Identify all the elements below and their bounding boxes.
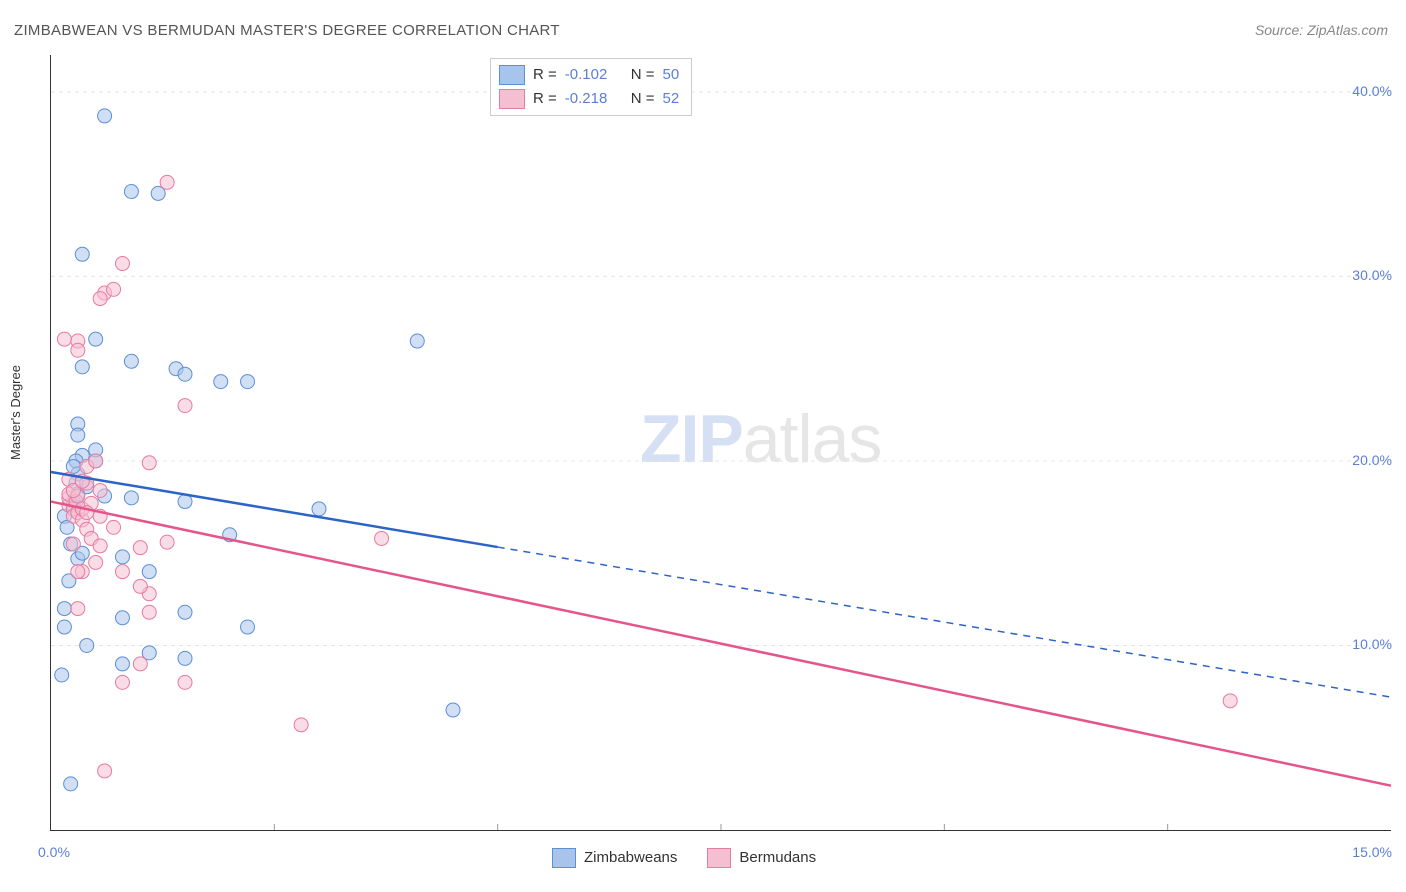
source-label: Source: ZipAtlas.com [1255, 22, 1388, 38]
y-axis-label: Master's Degree [8, 365, 23, 460]
legend-n-label: N = [631, 87, 655, 111]
chart-title: ZIMBABWEAN VS BERMUDAN MASTER'S DEGREE C… [14, 22, 560, 39]
legend-swatch [707, 848, 731, 868]
legend-n-value: 50 [663, 63, 680, 87]
plot-area [50, 55, 1391, 831]
legend-label: Zimbabweans [584, 849, 677, 866]
chart-container: ZIMBABWEAN VS BERMUDAN MASTER'S DEGREE C… [0, 0, 1406, 892]
legend-swatch [552, 848, 576, 868]
legend-row: R = -0.218 N = 52 [499, 87, 679, 111]
legend-item: Bermudans [707, 848, 816, 868]
legend-item: Zimbabweans [552, 848, 677, 868]
legend-r-value: -0.102 [565, 63, 623, 87]
legend-r-label: R = [533, 87, 557, 111]
y-tick-label: 30.0% [1352, 267, 1392, 283]
legend-label: Bermudans [739, 849, 816, 866]
series-legend: Zimbabweans Bermudans [552, 848, 816, 868]
y-tick-label: 20.0% [1352, 452, 1392, 468]
legend-r-value: -0.218 [565, 87, 623, 111]
legend-n-value: 52 [663, 87, 680, 111]
y-tick-label: 10.0% [1352, 636, 1392, 652]
legend-swatch [499, 89, 525, 109]
legend-swatch [499, 65, 525, 85]
legend-n-label: N = [631, 63, 655, 87]
correlation-legend: R = -0.102 N = 50 R = -0.218 N = 52 [490, 58, 692, 116]
legend-r-label: R = [533, 63, 557, 87]
chart-svg [51, 55, 1391, 830]
x-tick-label-left: 0.0% [38, 844, 70, 860]
legend-row: R = -0.102 N = 50 [499, 63, 679, 87]
x-tick-label-right: 15.0% [1352, 844, 1392, 860]
y-tick-label: 40.0% [1352, 83, 1392, 99]
